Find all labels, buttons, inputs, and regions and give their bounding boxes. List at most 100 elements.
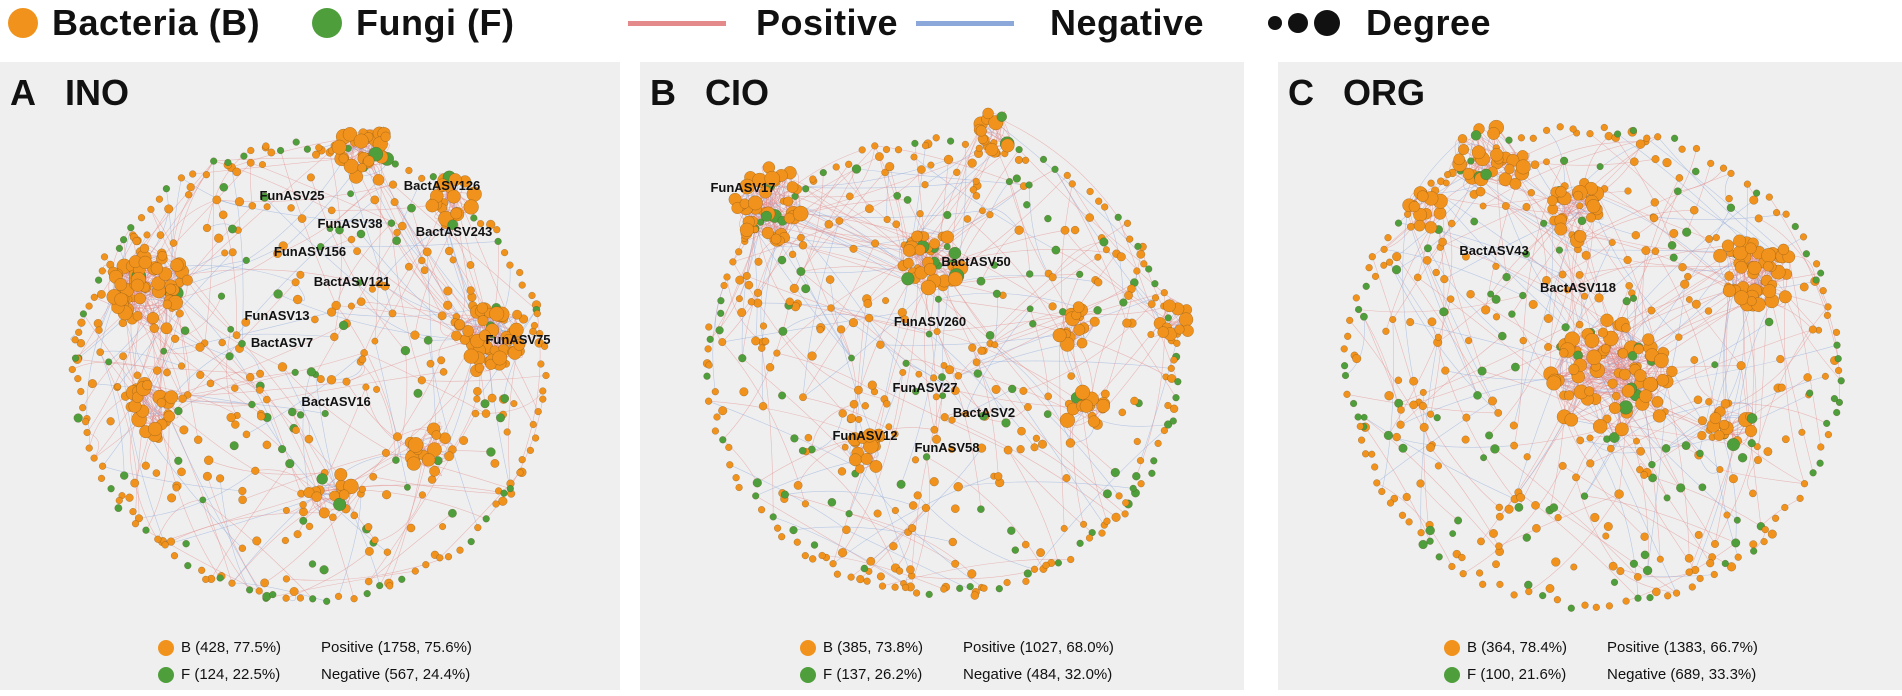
fungi-node xyxy=(1163,420,1173,429)
fungi-node xyxy=(1054,559,1063,567)
bacteria-node xyxy=(1653,353,1669,368)
fungi-node xyxy=(392,236,402,246)
bacteria-node xyxy=(902,257,914,269)
bacteria-node xyxy=(518,456,526,464)
bacteria-node xyxy=(1111,512,1121,522)
edge xyxy=(1653,213,1787,220)
network-graph: FunASV25BactASV126FunASV38BactASV243FunA… xyxy=(68,125,551,605)
fungi-node xyxy=(966,582,974,591)
bacteria-node xyxy=(96,348,105,357)
bacteria-node xyxy=(1371,272,1380,281)
bacteria-node xyxy=(149,323,160,334)
bacteria-node xyxy=(114,278,128,291)
bacteria-node xyxy=(311,150,321,159)
fungi-node xyxy=(363,589,371,598)
fungi-node xyxy=(1480,168,1492,181)
bacteria-node xyxy=(451,330,462,341)
bacteria-node xyxy=(705,323,713,331)
bacteria-node xyxy=(1547,195,1558,206)
bacteria-node xyxy=(311,491,322,502)
bacteria-node xyxy=(1385,258,1394,266)
fungi-node xyxy=(1025,270,1034,278)
bacteria-node xyxy=(347,235,356,244)
bacteria-node xyxy=(970,591,980,600)
edge xyxy=(1760,498,1801,527)
edge xyxy=(1749,377,1808,417)
bacteria-node xyxy=(832,163,840,171)
fungi-node xyxy=(752,492,760,500)
edge xyxy=(800,153,979,214)
fungi-node xyxy=(260,192,270,202)
fungi-node xyxy=(242,256,250,265)
bacteria-node xyxy=(506,261,514,269)
node-label: BactASV2 xyxy=(953,405,1015,420)
bacteria-node xyxy=(232,331,241,340)
bacteria-node xyxy=(1743,180,1752,188)
fungi-node xyxy=(1733,516,1741,524)
edge xyxy=(86,268,158,433)
fungi-node xyxy=(802,185,810,193)
fungi-node xyxy=(703,372,711,380)
bacteria-node xyxy=(1581,601,1589,609)
edge xyxy=(811,403,855,450)
fungi-node xyxy=(1549,503,1559,512)
bacteria-node xyxy=(1781,435,1790,444)
bacteria-node xyxy=(1509,177,1522,190)
bacteria-node xyxy=(1651,155,1660,164)
bacteria-node xyxy=(799,393,807,402)
edge xyxy=(1553,507,1677,594)
bacteria-node xyxy=(1384,234,1392,242)
edge xyxy=(1589,434,1699,456)
bacteria-node xyxy=(131,520,140,528)
bacteria-node xyxy=(156,398,167,408)
bacteria-node xyxy=(503,428,511,436)
edge xyxy=(917,495,1035,570)
bacteria-node xyxy=(1160,289,1168,297)
fungi-node xyxy=(1473,391,1482,400)
bacteria-node xyxy=(816,326,824,334)
bacteria-node xyxy=(1727,169,1735,178)
bacteria-node xyxy=(1734,553,1742,561)
bacteria-node xyxy=(876,572,885,581)
node-label: BactASV126 xyxy=(404,178,481,193)
bacteria-node xyxy=(1060,524,1068,532)
fungi-node xyxy=(717,309,725,317)
edge xyxy=(219,478,250,591)
bacteria-node xyxy=(895,567,904,575)
bacteria-node xyxy=(463,199,479,215)
edge xyxy=(919,149,993,251)
fungi-node xyxy=(1508,310,1516,318)
bacteria-node xyxy=(305,522,314,531)
bacteria-node xyxy=(711,427,720,435)
bacteria-node xyxy=(842,525,851,535)
bacteria-node xyxy=(1094,253,1102,261)
bacteria-node xyxy=(1419,422,1429,432)
bacteria-node xyxy=(1036,548,1046,558)
bacteria-node xyxy=(1147,330,1155,339)
bacteria-node xyxy=(1624,187,1632,195)
node-label: FunASV156 xyxy=(274,244,346,259)
bacteria-node xyxy=(1065,438,1076,448)
bacteria-node xyxy=(421,453,436,467)
edge xyxy=(1091,415,1169,427)
bacteria-node xyxy=(1510,591,1518,599)
bacteria-node xyxy=(536,329,544,338)
bacteria-node xyxy=(873,509,882,518)
fungi-node xyxy=(114,504,123,513)
edge xyxy=(102,465,243,492)
bacteria-node xyxy=(1642,333,1655,346)
bacteria-node xyxy=(1510,441,1519,450)
bacteria-node xyxy=(1558,270,1567,279)
bacteria-node-icon xyxy=(8,8,38,38)
bacteria-node xyxy=(1824,430,1833,439)
fungi-node xyxy=(938,373,946,382)
fungi-node xyxy=(1510,362,1520,372)
bacteria-node xyxy=(1487,127,1501,140)
bacteria-dot-icon xyxy=(800,639,816,656)
bacteria-node xyxy=(845,160,853,168)
fungi-node xyxy=(1610,578,1619,586)
bacteria-node xyxy=(1434,333,1442,341)
fungi-node xyxy=(392,456,400,464)
bacteria-node xyxy=(93,319,103,328)
fungi-node-icon xyxy=(312,8,342,38)
